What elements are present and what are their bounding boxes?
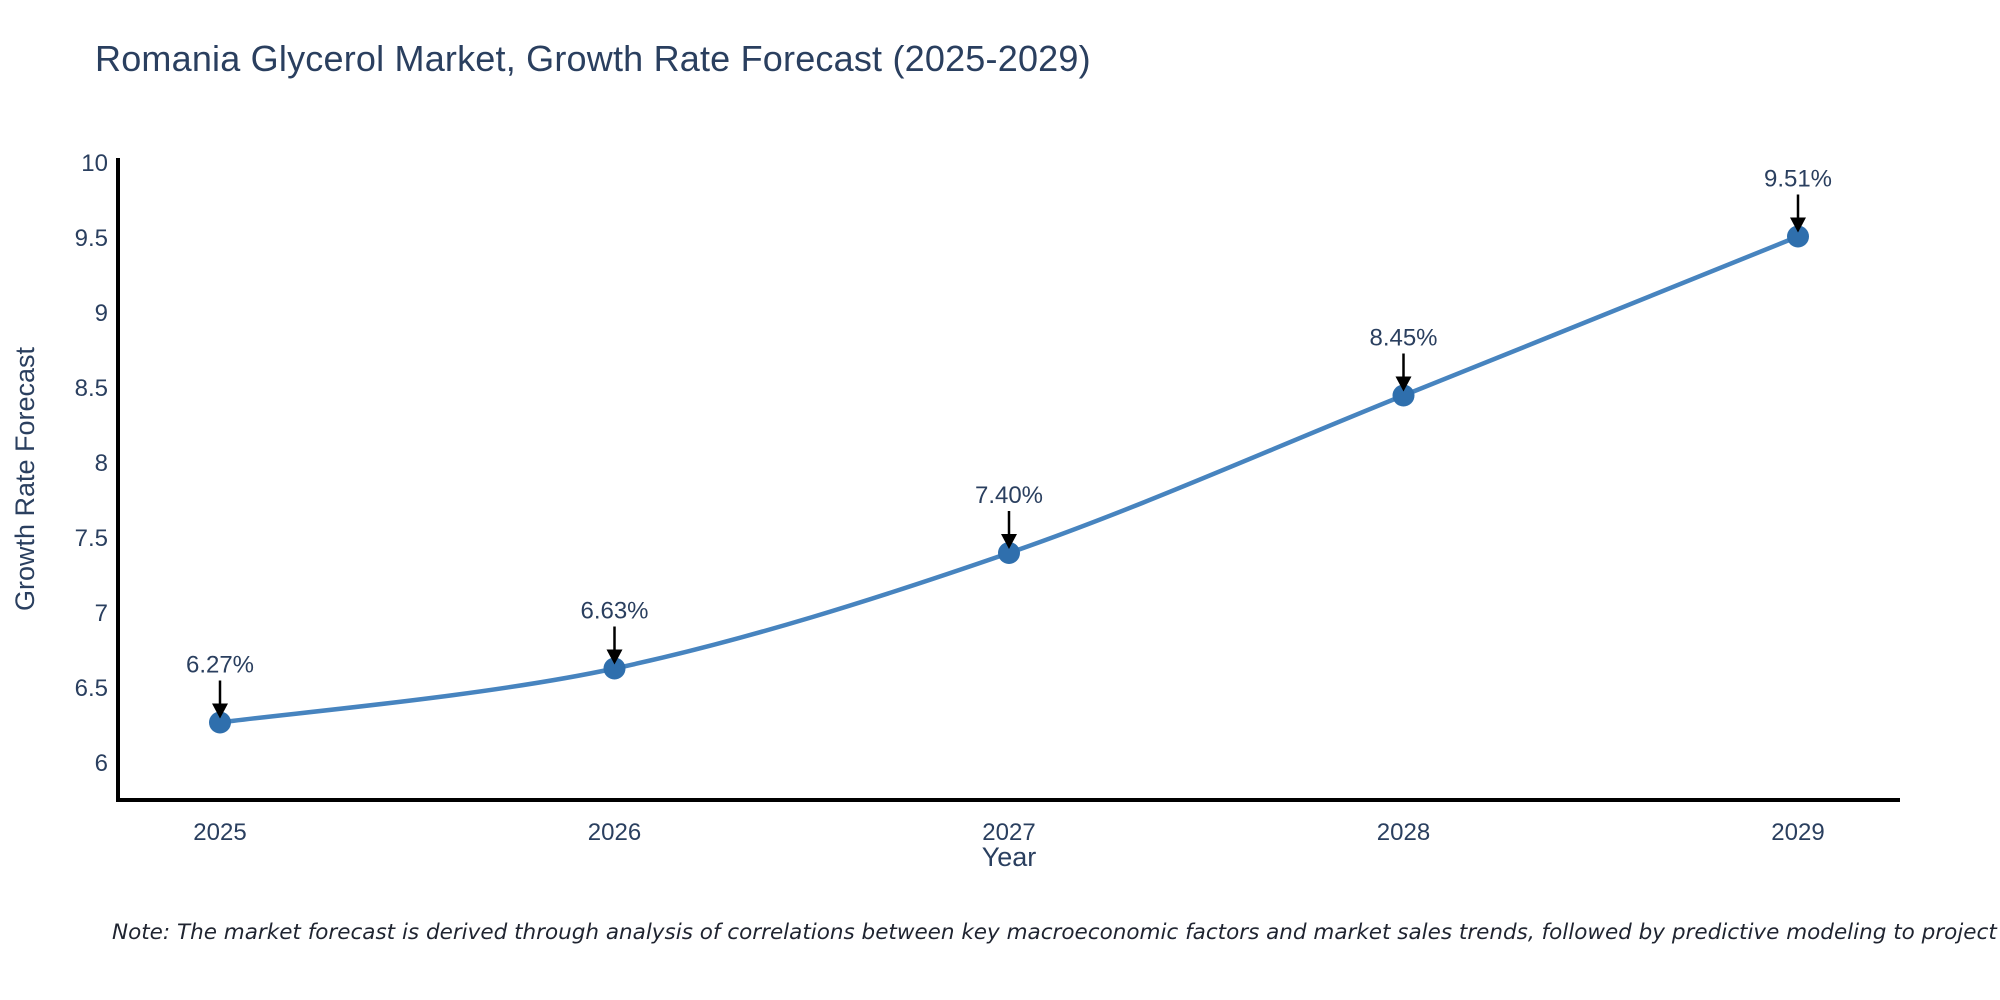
y-tick-label: 6.5 [75,675,108,702]
annotation-arrow-head [1001,534,1017,549]
x-axis-title: Year [982,842,1037,872]
data-point-marker[interactable] [603,657,626,680]
y-tick-label: 10 [81,150,108,177]
y-tick-label: 8.5 [75,375,108,402]
annotation-arrow-head [1395,376,1412,392]
point-value-label: 7.40% [975,482,1043,509]
y-tick-label: 9 [95,300,108,327]
x-tick-label: 2028 [1377,819,1430,846]
point-value-label: 6.27% [186,652,254,679]
x-tick-label: 2029 [1771,819,1824,846]
y-tick-label: 7.5 [75,525,108,552]
annotation-arrow-head [606,649,623,665]
annotation-arrow-head [1790,217,1806,233]
data-point-marker[interactable] [1392,384,1415,407]
y-tick-label: 6 [95,750,108,777]
point-value-label: 9.51% [1764,166,1832,193]
y-axis-title: Growth Rate Forecast [10,346,40,611]
x-tick-label: 2026 [588,819,641,846]
x-tick-label: 2025 [193,819,246,846]
x-tick-label: 2027 [982,819,1035,846]
annotation-arrow-head [212,703,228,719]
y-tick-label: 9.5 [75,225,108,252]
forecast-line [217,234,1801,725]
data-point-marker[interactable] [1787,225,1809,248]
footnote-text: Note: The market forecast is derived thr… [112,920,2000,945]
axis-spines [116,158,1900,802]
chart-title: Romania Glycerol Market, Growth Rate For… [95,38,1091,79]
point-value-label: 8.45% [1369,325,1437,352]
data-point-marker[interactable] [998,542,1020,564]
y-tick-label: 7 [95,600,108,627]
y-tick-label: 8 [95,450,108,477]
point-value-label: 6.63% [580,598,648,625]
data-point-marker[interactable] [209,711,231,734]
